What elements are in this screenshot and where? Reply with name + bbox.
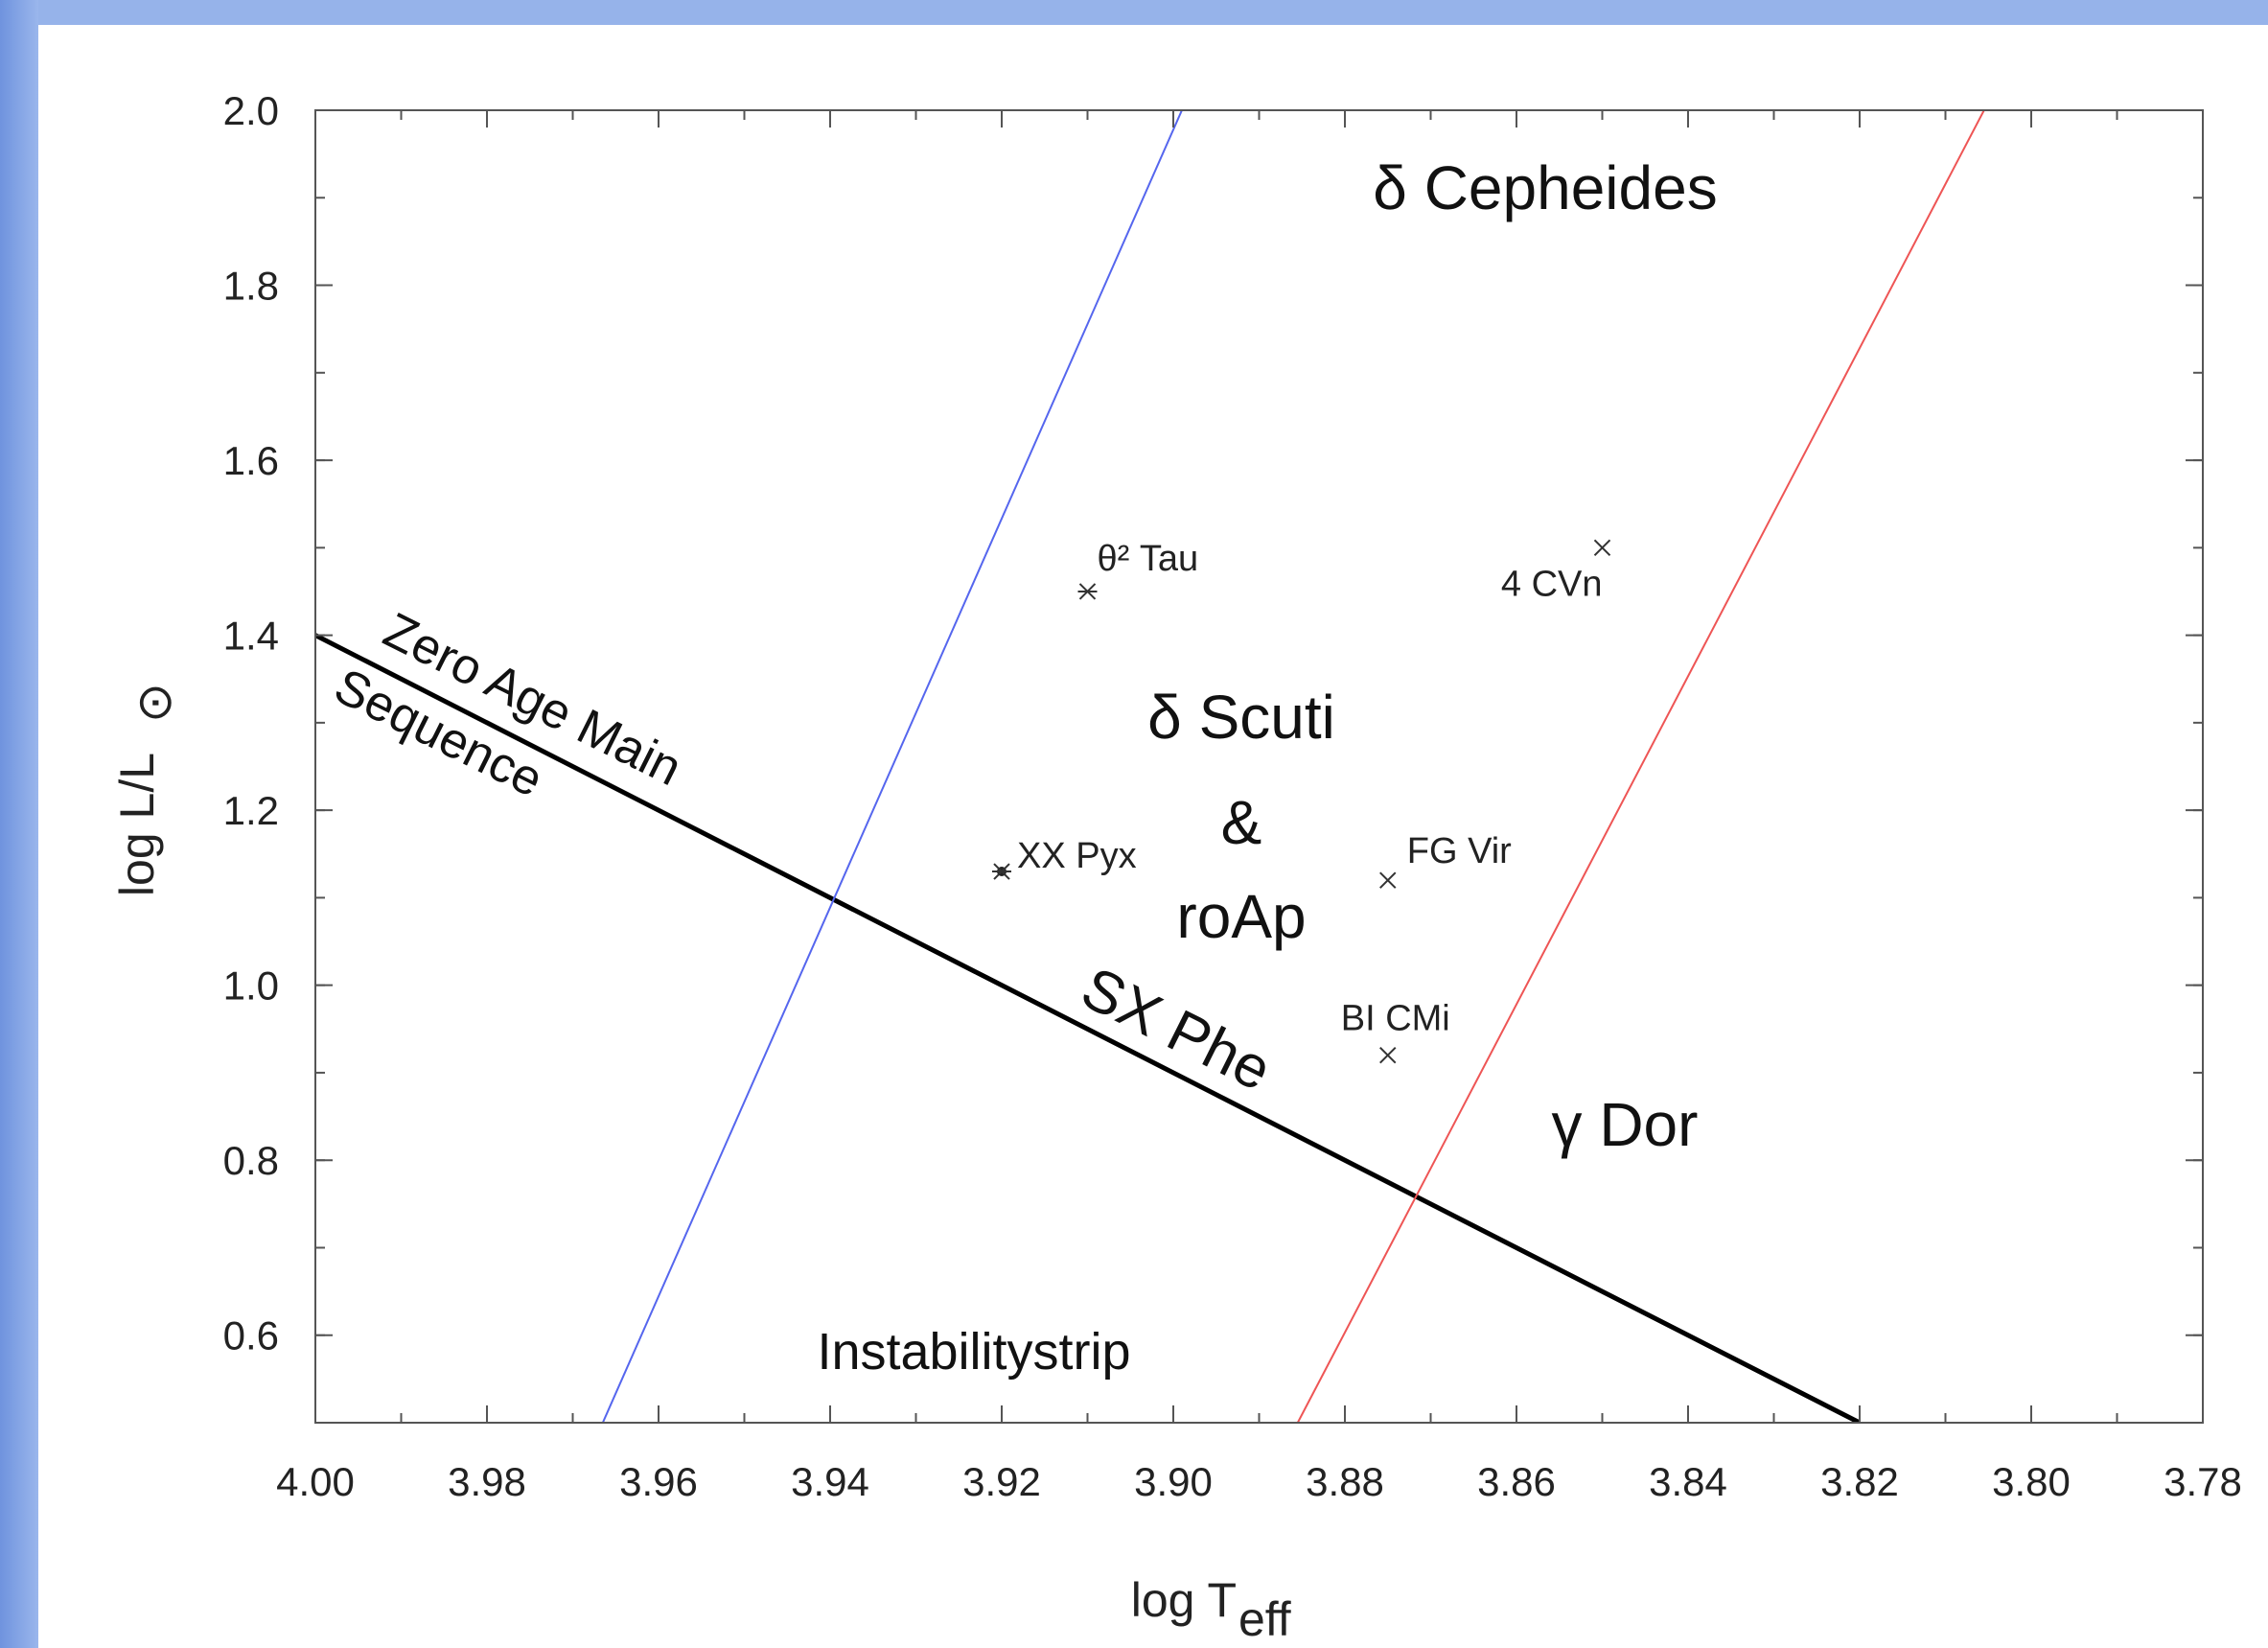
- y-tick-label: 1.8: [223, 264, 279, 309]
- label-roap: roAp: [1176, 882, 1306, 951]
- zams-line: [315, 633, 1862, 1423]
- y-axis-title: log L/L: [110, 753, 164, 896]
- label-delta-scuti: δ Scuti: [1147, 683, 1335, 752]
- label-ampersand: &: [1221, 788, 1262, 857]
- x-axis-title: log T: [1131, 1573, 1237, 1627]
- y-tick-label: 0.8: [223, 1138, 279, 1183]
- x-tick-label: 3.92: [962, 1459, 1041, 1504]
- tick-layer: 4.00 3.98 3.96 3.94 3.92 3.90 3.88 3.86 3.84 3.82…: [223, 88, 2242, 1504]
- frame-left: [0, 0, 38, 1648]
- points-layer: θ² Tau 4 CVn XX Pyx FG Vir BI CMi: [992, 539, 1611, 1064]
- point-marker: [1379, 1046, 1397, 1064]
- y-axis-title-subscript: ⊙: [127, 683, 181, 723]
- x-tick-label: 3.78: [2164, 1459, 2242, 1504]
- x-tick-label: 3.82: [1820, 1459, 1899, 1504]
- point-marker: [1379, 871, 1397, 889]
- star-point-1: θ² Tau: [1077, 539, 1199, 600]
- y-tick-label: 1.0: [223, 963, 279, 1009]
- x-tick-label: 3.90: [1134, 1459, 1213, 1504]
- star-point-5: BI CMi: [1341, 999, 1450, 1064]
- label-gamma-dor: γ Dor: [1552, 1090, 1699, 1159]
- label-delta-cepheides: δ Cepheides: [1373, 153, 1717, 222]
- blue-edge-line: [601, 110, 1183, 1423]
- x-tick-label: 3.86: [1477, 1459, 1556, 1504]
- curve-layer: [315, 110, 1985, 1423]
- plot-area-frame: [314, 109, 2204, 1424]
- point-label: θ² Tau: [1098, 539, 1199, 579]
- x-tick-label: 3.98: [448, 1459, 526, 1504]
- x-tick-label: 3.94: [791, 1459, 869, 1504]
- point-label: BI CMi: [1341, 999, 1450, 1039]
- x-tick-label: 4.00: [276, 1459, 355, 1504]
- star-point-4: FG Vir: [1379, 831, 1512, 889]
- y-tick-label: 2.0: [223, 88, 279, 133]
- x-tick-label: 3.84: [1649, 1459, 1727, 1504]
- x-tick-label: 3.80: [1992, 1459, 2071, 1504]
- point-label: XX Pyx: [1017, 836, 1137, 876]
- x-tick-label: 3.88: [1306, 1459, 1384, 1504]
- y-axis-title-group: log L/L ⊙: [110, 683, 181, 896]
- y-tick-label: 1.4: [223, 614, 279, 659]
- red-edge-line: [1296, 110, 1985, 1423]
- y-tick-label: 0.6: [223, 1313, 279, 1358]
- y-tick-label: 1.6: [223, 438, 279, 483]
- label-sx-phe: SX Phe: [1072, 955, 1282, 1104]
- y-tick-label: 1.2: [223, 788, 279, 833]
- label-instability-strip: Instabilitystrip: [817, 1323, 1130, 1381]
- star-point-3: XX Pyx: [992, 836, 1137, 880]
- x-axis-title-subscript: eff: [1238, 1592, 1291, 1646]
- point-label: FG Vir: [1407, 831, 1512, 871]
- star-point-2: 4 CVn: [1501, 539, 1611, 604]
- point-label: 4 CVn: [1501, 564, 1603, 604]
- frame-top: [0, 0, 2268, 25]
- point-marker: [1593, 539, 1611, 557]
- x-tick-label: 3.96: [619, 1459, 698, 1504]
